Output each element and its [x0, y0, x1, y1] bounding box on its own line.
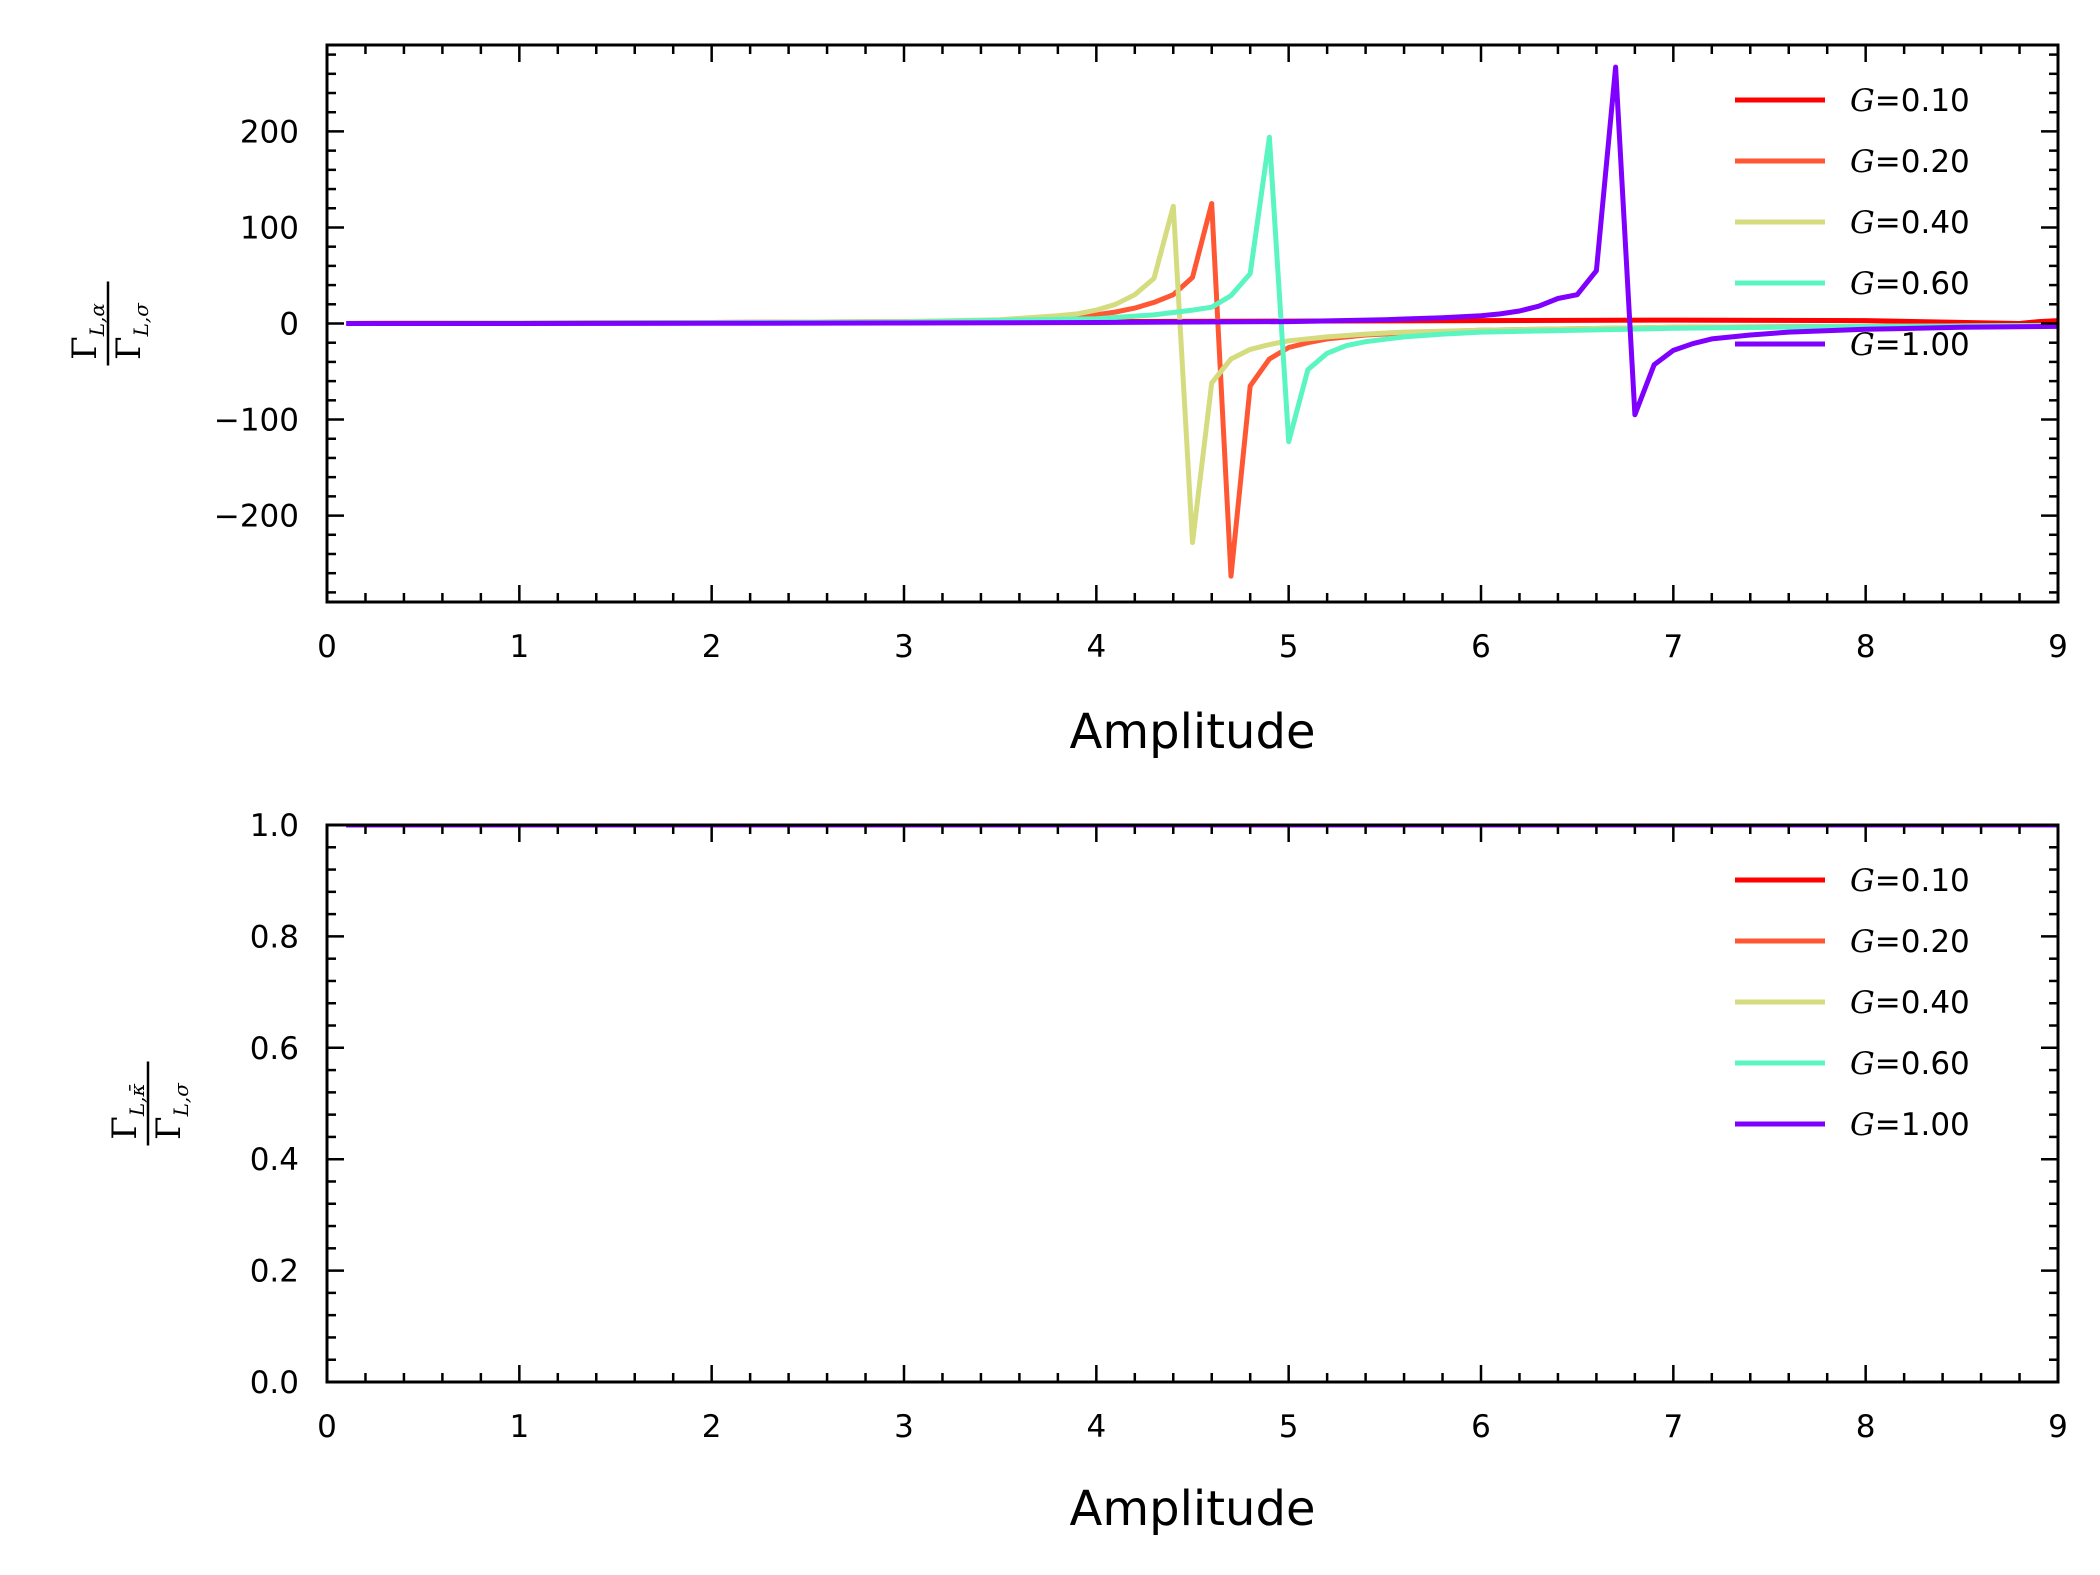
x-tick-label: 4	[1086, 629, 1106, 665]
x-tick-label: 5	[1279, 1409, 1299, 1445]
y-axis: 0.0 0.2 0.4 0.6 0.8 1.0	[250, 808, 2058, 1401]
legend-item-1: G=0.10	[1735, 863, 1970, 899]
legend-item-5: G=1.00	[1735, 327, 1970, 363]
legend-item-1: G=0.10	[1735, 83, 1970, 119]
legend-label: G=0.20	[1850, 924, 1970, 960]
series-line-3	[346, 203, 2058, 545]
series-line-5	[346, 64, 2058, 418]
y-tick-label: 1.0	[250, 808, 299, 844]
x-tick-label: 3	[894, 629, 914, 665]
x-tick-label: 7	[1663, 629, 1683, 665]
legend-label: G=0.60	[1850, 1046, 1970, 1082]
y-tick-label: 0.4	[250, 1142, 299, 1178]
legend-item-5: G=1.00	[1735, 1107, 1970, 1143]
y-tick-label: −200	[214, 499, 299, 535]
y-axis-label: ΓL,κ̄ΓL,σ	[105, 1061, 193, 1146]
x-tick-label: 8	[1856, 1409, 1876, 1445]
x-tick-label: 2	[702, 629, 722, 665]
legend-label: G=1.00	[1850, 327, 1970, 363]
y-tick-label: 0	[279, 307, 299, 343]
x-tick-label: 9	[2048, 1409, 2068, 1445]
x-tick-label: 0	[317, 1409, 337, 1445]
y-tick-label: −100	[214, 403, 299, 439]
legend-label: G=0.10	[1850, 863, 1970, 899]
y-tick-label: 0.2	[250, 1254, 299, 1290]
x-axis: 0 1 2 3 4 5 6 7 8 9	[317, 45, 2068, 665]
y-axis: −200 −100 0 100 200	[214, 53, 2058, 594]
x-tick-label: 1	[509, 1409, 529, 1445]
series-line-4	[346, 134, 2058, 445]
legend: G=0.10 G=0.20 G=0.40 G=0.60 G=1.00	[1735, 83, 1970, 363]
legend-item-4: G=0.60	[1735, 266, 1970, 302]
x-axis-label: Amplitude	[1070, 1481, 1316, 1537]
series-line-2	[346, 201, 2058, 579]
legend-item-2: G=0.20	[1735, 924, 1970, 960]
y-axis-label: ΓL,αΓL,σ	[65, 281, 153, 366]
legend-label: G=1.00	[1850, 1107, 1970, 1143]
legend-item-2: G=0.20	[1735, 144, 1970, 180]
series-group	[346, 64, 2058, 579]
y-label-numerator: ΓL,κ̄	[105, 1083, 149, 1139]
y-tick-label: 200	[240, 114, 299, 150]
y-tick-label: 0.8	[250, 919, 299, 955]
chart-panel-2: 0 1 2 3 4 5 6 7 8 9 Amplitude 0.0 0.2 0.4 0.6 0.8 1.0 ΓL,…	[105, 808, 2068, 1537]
legend-label: G=0.20	[1850, 144, 1970, 180]
x-tick-label: 8	[1856, 629, 1876, 665]
x-tick-label: 0	[317, 629, 337, 665]
legend-label: G=0.40	[1850, 205, 1970, 241]
x-tick-label: 2	[702, 1409, 722, 1445]
y-tick-label: 0.0	[250, 1365, 299, 1401]
x-tick-label: 3	[894, 1409, 914, 1445]
x-tick-label: 1	[509, 629, 529, 665]
x-tick-label: 6	[1471, 629, 1491, 665]
chart-panel-1: 0 1 2 3 4 5 6 7 8 9 Amplitude −200 −100 0 100 200 ΓL,αΓL…	[65, 43, 2068, 760]
y-label-numerator: ΓL,α	[65, 303, 109, 360]
x-axis: 0 1 2 3 4 5 6 7 8 9	[317, 825, 2068, 1445]
legend-item-3: G=0.40	[1735, 985, 1970, 1021]
legend: G=0.10 G=0.20 G=0.40 G=0.60 G=1.00	[1735, 863, 1970, 1143]
legend-label: G=0.10	[1850, 83, 1970, 119]
legend-item-4: G=0.60	[1735, 1046, 1970, 1082]
y-label-denominator: ΓL,σ	[149, 1082, 193, 1140]
x-tick-label: 7	[1663, 1409, 1683, 1445]
x-tick-label: 6	[1471, 1409, 1491, 1445]
legend-label: G=0.60	[1850, 266, 1970, 302]
x-tick-label: 5	[1279, 629, 1299, 665]
y-label-denominator: ΓL,σ	[109, 302, 153, 360]
legend-item-3: G=0.40	[1735, 205, 1970, 241]
y-tick-label: 0.6	[250, 1031, 299, 1067]
legend-label: G=0.40	[1850, 985, 1970, 1021]
y-tick-label: 100	[240, 210, 299, 246]
x-axis-label: Amplitude	[1070, 704, 1316, 760]
x-tick-label: 4	[1086, 1409, 1106, 1445]
plot-frame	[325, 823, 2060, 1384]
x-tick-label: 9	[2048, 629, 2068, 665]
